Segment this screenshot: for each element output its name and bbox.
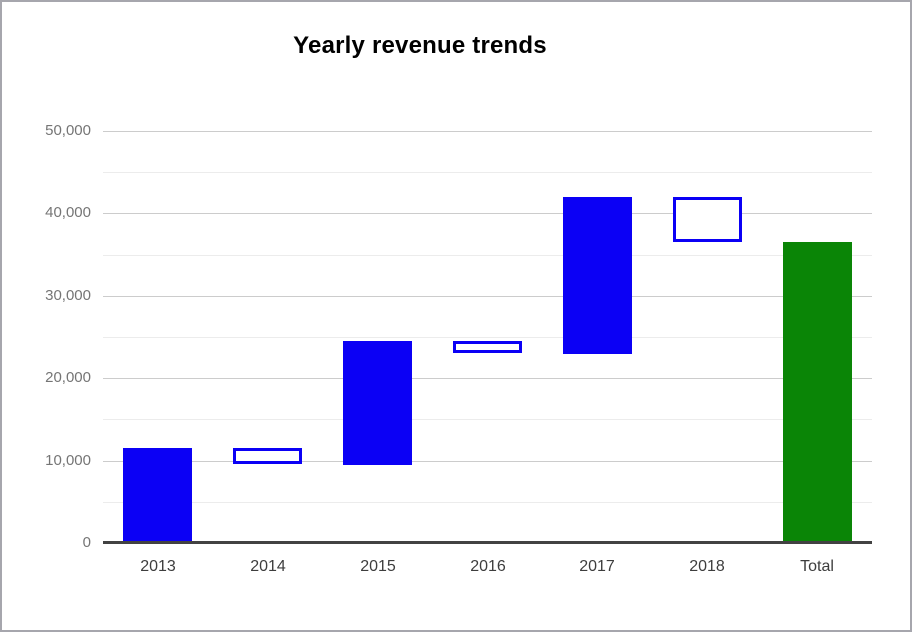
bar-2018[interactable] [673, 197, 742, 242]
x-axis-category-label: 2014 [250, 558, 286, 575]
bar-2017[interactable] [563, 197, 632, 354]
y-axis-tick-label: 0 [82, 534, 91, 551]
y-axis-tick-label: 50,000 [45, 122, 91, 139]
x-axis-baseline [103, 541, 872, 544]
major-gridline [103, 378, 872, 379]
x-axis-category-label: 2018 [689, 558, 725, 575]
bar-2014[interactable] [233, 448, 302, 464]
x-axis-category-label: 2013 [140, 558, 176, 575]
bar-2015[interactable] [343, 341, 412, 465]
major-gridline [103, 461, 872, 462]
x-axis-category-label: 2016 [470, 558, 506, 575]
minor-gridline [103, 337, 872, 338]
major-gridline [103, 131, 872, 132]
x-axis-category-label: 2015 [360, 558, 396, 575]
y-axis-tick-label: 40,000 [45, 204, 91, 221]
major-gridline [103, 213, 872, 214]
bar-2013[interactable] [123, 448, 192, 543]
minor-gridline [103, 502, 872, 503]
y-axis-tick-label: 30,000 [45, 287, 91, 304]
x-axis-category-label: Total [800, 558, 834, 575]
minor-gridline [103, 419, 872, 420]
bar-total[interactable] [783, 242, 852, 543]
x-axis-category-label: 2017 [579, 558, 615, 575]
chart-title: Yearly revenue trends [293, 32, 547, 59]
bar-2016[interactable] [453, 341, 522, 353]
y-axis-tick-label: 10,000 [45, 452, 91, 469]
major-gridline [103, 296, 872, 297]
minor-gridline [103, 172, 872, 173]
y-axis-tick-label: 20,000 [45, 369, 91, 386]
minor-gridline [103, 255, 872, 256]
